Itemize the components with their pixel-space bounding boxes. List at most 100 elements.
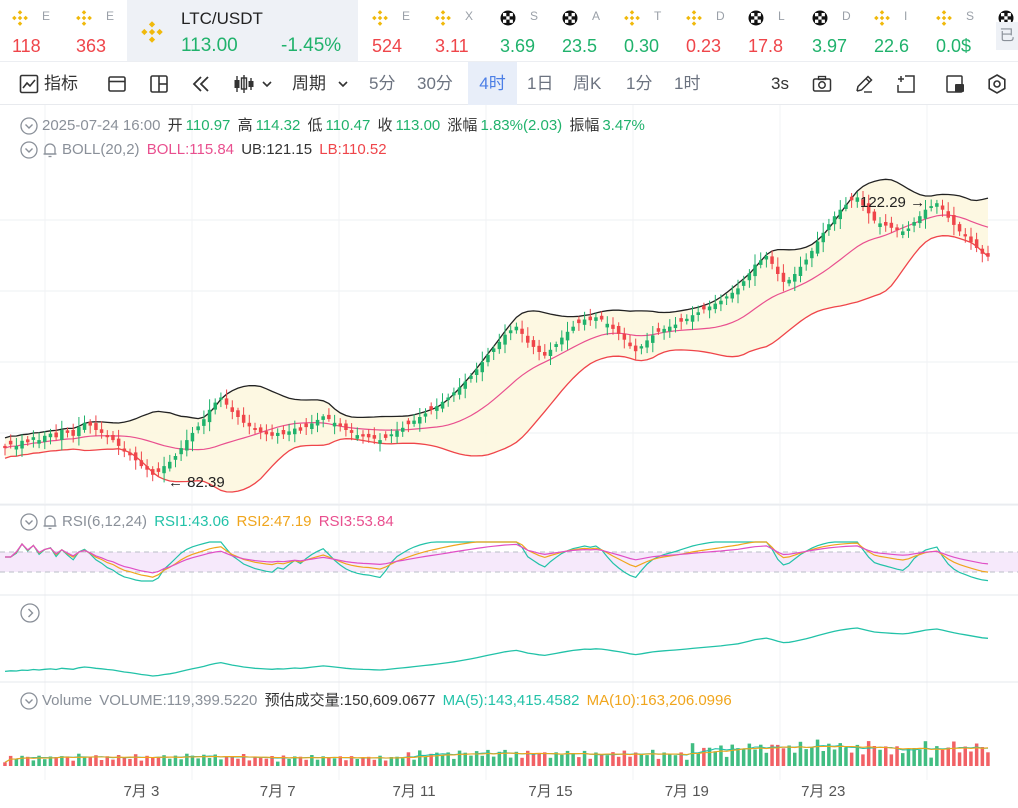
candle-body xyxy=(895,227,899,230)
volume-bar xyxy=(514,751,519,766)
candle-body xyxy=(185,440,189,451)
candle-body xyxy=(457,387,462,395)
collapse-chevron-icon[interactable] xyxy=(20,141,38,159)
candle-body xyxy=(844,204,848,209)
volume-bar xyxy=(31,760,36,766)
interval-button[interactable]: 周K xyxy=(573,74,602,93)
volume-bar xyxy=(696,753,700,766)
collapse-chevron-icon[interactable] xyxy=(20,117,38,135)
candle-body xyxy=(599,315,604,320)
ticker-value: 17.8 xyxy=(748,36,784,56)
ticker-more-button[interactable]: 已 xyxy=(996,22,1018,50)
candle-body xyxy=(77,427,81,437)
arrow-left-icon: ← xyxy=(168,474,183,491)
volume-bar xyxy=(406,752,411,766)
volume-bar xyxy=(185,753,189,766)
volume-bar xyxy=(173,755,178,766)
bnb-logo-icon xyxy=(76,10,92,26)
high-value: 114.32 xyxy=(255,117,301,134)
candle-body xyxy=(281,430,286,435)
period-chevron-down-icon[interactable] xyxy=(336,73,350,95)
expand-chevron-icon[interactable] xyxy=(20,603,40,623)
interval-button[interactable]: 1日 xyxy=(527,74,554,93)
period-button[interactable]: 周期 xyxy=(292,74,326,93)
candle-type-icon[interactable] xyxy=(232,73,254,95)
volume-bar xyxy=(298,756,303,766)
interval-button[interactable]: 5分 xyxy=(369,74,396,93)
volume-bar xyxy=(781,748,786,766)
candle-body xyxy=(14,445,19,450)
alert-bell-icon[interactable] xyxy=(42,513,58,531)
price-chart[interactable] xyxy=(0,105,1018,780)
candle-body xyxy=(122,448,127,452)
candle-body xyxy=(651,335,655,343)
replay-icon[interactable] xyxy=(190,73,212,95)
candle-body xyxy=(54,432,58,438)
volume-bar xyxy=(71,760,75,766)
candle-type-chevron-down-icon[interactable] xyxy=(260,73,274,95)
volume-ma10-value: MA(10):163,206.0996 xyxy=(586,692,732,709)
candle-body xyxy=(361,434,365,437)
candle-body xyxy=(986,253,990,257)
change-value: 1.83%(2.03) xyxy=(480,117,563,134)
candle-body xyxy=(849,196,854,201)
candle-body xyxy=(48,433,53,438)
interval-button[interactable]: 4时 xyxy=(468,62,517,105)
volume-bar xyxy=(560,754,564,766)
interval-button[interactable]: 1分 xyxy=(626,74,653,93)
pencil-icon[interactable] xyxy=(853,73,875,95)
candle-body xyxy=(719,300,723,305)
volume-bar xyxy=(855,744,860,766)
camera-icon[interactable] xyxy=(811,73,833,95)
volume-bar xyxy=(543,752,547,766)
volume-bar xyxy=(446,752,450,766)
volume-bar xyxy=(872,746,877,766)
volume-bar xyxy=(508,757,513,766)
active-ticker[interactable]: LTC/USDT 113.00 -1.45% xyxy=(127,0,358,61)
bnb-logo-icon xyxy=(372,10,388,26)
add-window-icon[interactable] xyxy=(895,73,917,95)
volume-bar xyxy=(611,752,615,766)
candle-body xyxy=(668,326,672,332)
volume-bar xyxy=(156,757,161,766)
alert-bell-icon[interactable] xyxy=(42,141,58,159)
volume-bar xyxy=(651,749,655,766)
candle-body xyxy=(37,440,41,444)
rsi-name: RSI(6,12,24) xyxy=(62,513,148,530)
candle-body xyxy=(554,344,558,347)
candle-body xyxy=(940,205,945,210)
boll-band-fill xyxy=(5,179,988,493)
layout-icon[interactable] xyxy=(148,73,170,95)
fullscreen-icon[interactable] xyxy=(944,73,966,95)
extra-pane-legend xyxy=(20,603,44,623)
rsi1-value: RSI1:43.06 xyxy=(154,513,230,530)
candle-body xyxy=(537,345,541,352)
x-axis: 7月 3 7月 7 7月 11 7月 15 7月 19 7月 23 xyxy=(0,780,1018,800)
volume-bar xyxy=(804,749,808,766)
estimated-volume-value: 预估成交量:150,609.0677 xyxy=(264,692,436,709)
volume-bar xyxy=(844,747,848,766)
volume-bar xyxy=(310,755,314,766)
candle-body xyxy=(99,429,104,433)
candle-body xyxy=(128,452,132,456)
candle-body xyxy=(747,273,752,281)
template-icon[interactable] xyxy=(106,73,128,95)
volume-bar xyxy=(8,755,13,766)
active-ticker-symbol: LTC/USDT xyxy=(181,9,263,28)
candle-body xyxy=(974,239,979,248)
candle-body xyxy=(298,427,303,431)
indicator-button[interactable]: 指标 xyxy=(44,74,78,93)
refresh-rate-button[interactable]: 3s xyxy=(771,74,789,93)
volume-bar xyxy=(253,757,257,766)
x-axis-tick-label: 7月 19 xyxy=(664,783,709,800)
interval-button[interactable]: 1时 xyxy=(674,74,701,93)
settings-gear-icon[interactable] xyxy=(986,73,1008,95)
interval-button[interactable]: 30分 xyxy=(417,74,453,93)
candle-body xyxy=(111,435,115,441)
x-axis-tick-label: 7月 15 xyxy=(528,783,573,800)
price-high-value: 122.29 xyxy=(860,194,906,211)
collapse-chevron-icon[interactable] xyxy=(20,692,38,710)
volume-bar xyxy=(599,754,604,766)
collapse-chevron-icon[interactable] xyxy=(20,513,38,531)
ticker-value: 524 xyxy=(372,36,403,56)
